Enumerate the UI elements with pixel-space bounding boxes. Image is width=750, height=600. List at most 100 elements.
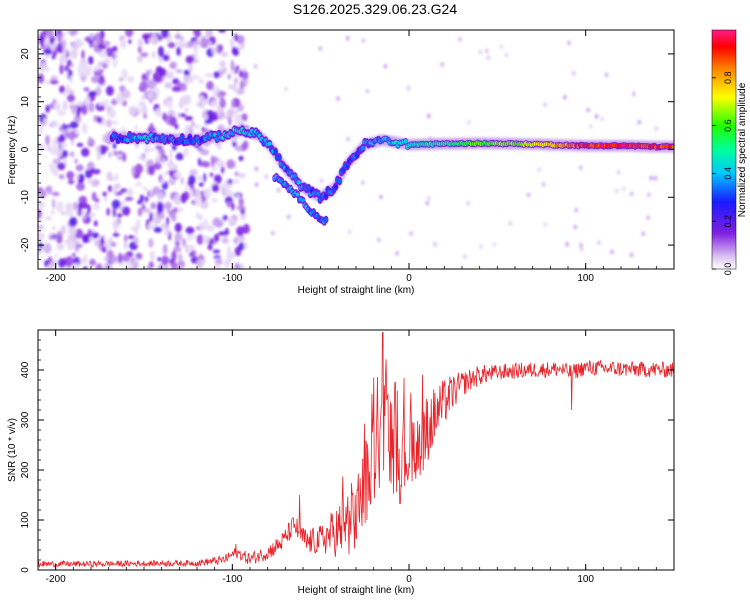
heatmap-cell <box>78 195 88 204</box>
heatmap-cell <box>365 88 370 94</box>
heatmap-cell <box>100 236 105 247</box>
heatmap-cell <box>65 255 74 267</box>
heatmap-cell <box>147 222 154 231</box>
heatmap-cell <box>112 206 117 218</box>
heatmap-cell <box>148 147 155 153</box>
heatmap-cell <box>197 157 201 167</box>
heatmap-cell <box>99 105 105 111</box>
heatmap-cell <box>75 164 84 172</box>
heatmap-cell <box>239 69 243 78</box>
heatmap-cell <box>231 99 235 109</box>
heatmap-cell <box>38 224 44 230</box>
heatmap-cell <box>45 30 54 39</box>
snr-series-line <box>38 332 674 569</box>
heatmap-cell <box>163 171 168 177</box>
heatmap-cell <box>171 211 176 222</box>
spectrogram-ylabel: Frequency (Hz) <box>7 116 18 185</box>
heatmap-cell <box>103 40 111 47</box>
heatmap-cell <box>200 161 210 168</box>
heatmap-cell <box>212 217 221 227</box>
heatmap-cell <box>81 123 88 135</box>
heatmap-cell <box>236 226 245 237</box>
heatmap-cell <box>128 105 137 117</box>
heatmap-cell <box>174 33 182 40</box>
heatmap-cell <box>295 192 300 197</box>
heatmap-cell <box>543 222 548 227</box>
heatmap-cell <box>66 94 76 103</box>
heatmap-cell <box>198 182 204 187</box>
heatmap-cell <box>82 266 88 269</box>
heatmap-cell <box>206 81 214 91</box>
heatmap-cell <box>74 158 78 164</box>
heatmap-cell <box>96 69 105 74</box>
heatmap-cell <box>161 178 166 184</box>
heatmap-cell <box>193 30 201 36</box>
heatmap-cell <box>140 95 146 100</box>
heatmap-cell <box>71 101 76 107</box>
snr-axes: -200 -100 0 100 0 100 200 300 400 <box>20 329 675 585</box>
heatmap-cell <box>74 128 79 135</box>
heatmap-cell <box>233 47 240 57</box>
heatmap-cell <box>84 36 90 42</box>
heatmap-cell <box>176 207 184 213</box>
heatmap-cell <box>51 191 60 197</box>
x-tick-label: 0 <box>406 574 412 585</box>
heatmap-cell <box>597 240 601 246</box>
heatmap-cell <box>57 33 63 43</box>
x-tick-label: -200 <box>46 273 66 284</box>
heatmap-cell <box>254 182 259 188</box>
heatmap-cell <box>190 74 200 80</box>
heatmap-cell <box>125 260 134 269</box>
heatmap-cell <box>336 96 341 102</box>
heatmap-cell <box>200 37 209 48</box>
heatmap-cell <box>110 242 117 247</box>
heatmap-cell <box>318 46 323 51</box>
heatmap-cell <box>62 46 68 57</box>
heatmap-cell <box>54 235 59 242</box>
heatmap-cell <box>226 201 233 208</box>
heatmap-cell <box>324 217 328 222</box>
heatmap-cell <box>162 54 170 62</box>
heatmap-cell <box>49 235 54 240</box>
heatmap-cell <box>276 187 281 193</box>
heatmap-cell <box>84 95 91 106</box>
heatmap-cell <box>347 229 352 235</box>
heatmap-cell <box>157 46 165 58</box>
heatmap-cell <box>52 137 58 149</box>
heatmap-cell <box>63 91 68 97</box>
heatmap-cell <box>139 80 149 91</box>
heatmap-cell <box>242 70 249 80</box>
heatmap-cell <box>157 257 162 262</box>
heatmap-cell <box>85 217 89 224</box>
heatmap-ridge <box>109 125 674 204</box>
heatmap-cell <box>277 155 282 160</box>
heatmap-cell <box>230 59 234 69</box>
heatmap-cell <box>206 110 214 116</box>
heatmap-cell <box>226 108 235 118</box>
heatmap-cell <box>316 191 321 196</box>
heatmap-cell <box>215 159 225 168</box>
heatmap-cell <box>198 78 205 85</box>
heatmap-cell <box>144 196 149 203</box>
heatmap-cell <box>238 197 244 206</box>
heatmap-cell <box>95 32 101 42</box>
heatmap-cell <box>45 104 50 113</box>
heatmap-cell <box>92 203 100 211</box>
heatmap-cell <box>621 186 626 192</box>
heatmap-cell <box>241 113 248 122</box>
heatmap-cell <box>166 216 170 226</box>
heatmap-cell <box>100 145 109 152</box>
heatmap-cell <box>146 70 150 82</box>
heatmap-cell <box>172 78 180 85</box>
heatmap-cell <box>610 249 614 255</box>
heatmap-cell <box>89 236 93 243</box>
heatmap-cell <box>164 225 170 230</box>
heatmap-cell <box>238 155 244 162</box>
heatmap-cell <box>426 195 431 201</box>
heatmap-cell <box>219 69 226 76</box>
heatmap-cell <box>150 202 157 210</box>
heatmap-cell <box>152 186 161 195</box>
heatmap-cell <box>253 63 258 69</box>
heatmap-cell <box>89 42 95 48</box>
